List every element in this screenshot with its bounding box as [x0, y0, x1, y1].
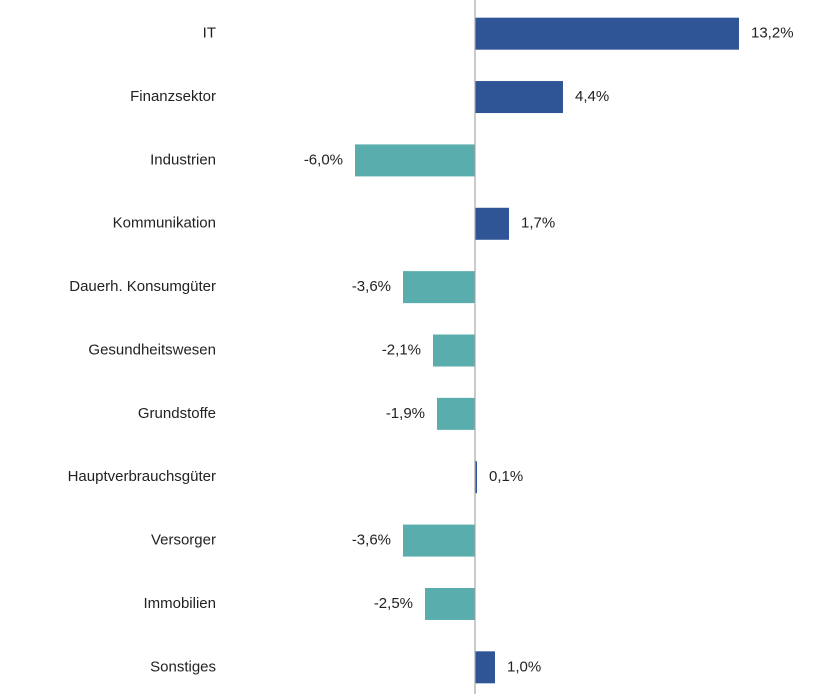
- data-label: -3,6%: [352, 532, 391, 549]
- category-label: Grundstoffe: [138, 405, 216, 422]
- bar: [355, 144, 475, 177]
- data-label: 0,1%: [489, 468, 523, 485]
- bar: [403, 524, 475, 557]
- bar: [475, 81, 563, 114]
- category-label: Kommunikation: [113, 215, 216, 232]
- data-label: 1,0%: [507, 658, 541, 675]
- bar: [403, 271, 475, 304]
- category-label: Versorger: [151, 532, 216, 549]
- bar: [425, 587, 475, 620]
- data-label: -6,0%: [304, 151, 343, 168]
- category-label: Sonstiges: [150, 658, 216, 675]
- data-label: 4,4%: [575, 88, 609, 105]
- data-label: -3,6%: [352, 278, 391, 295]
- bar: [475, 461, 477, 494]
- data-label: -1,9%: [386, 405, 425, 422]
- category-label: Dauerh. Konsumgüter: [69, 278, 216, 295]
- bar: [433, 334, 475, 367]
- category-label: Gesundheitswesen: [88, 341, 216, 358]
- data-label: -2,1%: [382, 341, 421, 358]
- category-label: Finanzsektor: [130, 88, 216, 105]
- category-label: Immobilien: [143, 595, 216, 612]
- data-label: -2,5%: [374, 595, 413, 612]
- bar: [437, 397, 475, 430]
- data-label: 13,2%: [751, 25, 794, 42]
- category-label: IT: [203, 25, 216, 42]
- bar: [475, 17, 739, 50]
- category-label: Industrien: [150, 151, 216, 168]
- data-label: 1,7%: [521, 215, 555, 232]
- bar: [475, 651, 495, 684]
- bar: [475, 207, 509, 240]
- category-label: Hauptverbrauchsgüter: [68, 468, 216, 485]
